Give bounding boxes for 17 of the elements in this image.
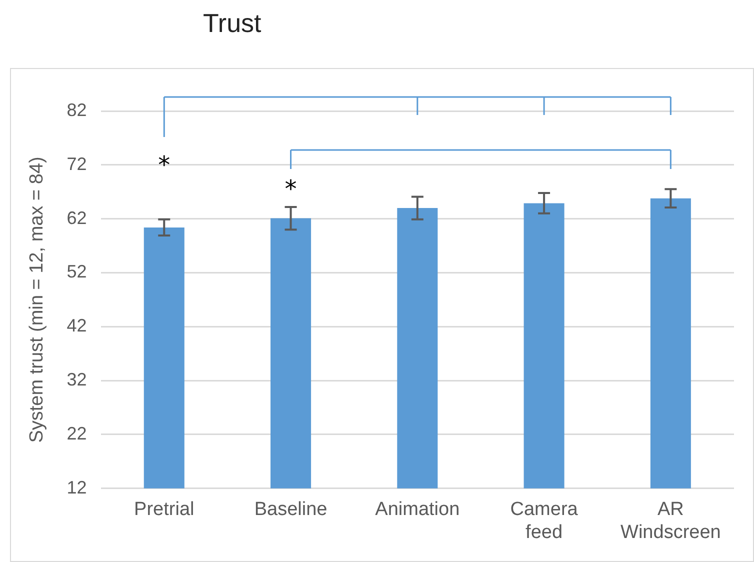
x-tick-label: AR Windscreen bbox=[620, 499, 721, 543]
x-tick-label: Pretrial bbox=[134, 499, 194, 520]
y-tick-label: 62 bbox=[66, 208, 87, 228]
y-tick-label: 72 bbox=[66, 154, 87, 174]
x-tick-label: Animation bbox=[375, 499, 460, 520]
annotation: * bbox=[158, 151, 170, 180]
x-tick-label: Baseline bbox=[254, 499, 328, 520]
chart-title: Trust bbox=[203, 8, 262, 39]
x-tick-label: Camera feed bbox=[510, 499, 578, 543]
y-tick-label: 12 bbox=[66, 477, 87, 498]
y-tick-label: 22 bbox=[66, 423, 87, 444]
y-tick-label: 52 bbox=[66, 262, 87, 282]
y-tick-label: 82 bbox=[66, 100, 87, 120]
annotation: * bbox=[284, 175, 297, 204]
y-tick-label: 32 bbox=[66, 370, 87, 390]
y-axis-title: System trust (min = 12, max = 84) bbox=[26, 156, 48, 443]
y-tick-label: 42 bbox=[66, 316, 87, 336]
